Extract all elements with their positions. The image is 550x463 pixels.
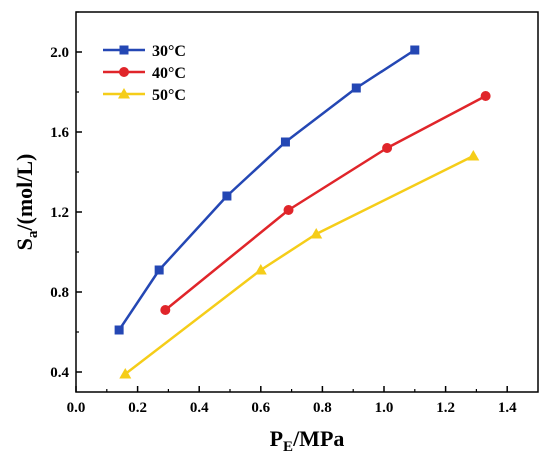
series-2 bbox=[160, 91, 491, 315]
x-axis-title-sub: E bbox=[283, 439, 293, 455]
legend-marker bbox=[119, 45, 129, 55]
data-point bbox=[222, 191, 232, 201]
x-axis-title-main: P bbox=[270, 426, 283, 451]
legend: 30°C 40°C 50°C bbox=[103, 43, 186, 104]
plot-frame bbox=[75, 11, 539, 393]
data-point bbox=[254, 264, 267, 275]
y-axis-title: Sa/(mol/L) bbox=[12, 154, 41, 251]
data-point bbox=[310, 228, 323, 239]
x-tick-label: 0.0 bbox=[67, 400, 86, 416]
y-axis-title-sub: a bbox=[25, 230, 41, 238]
y-tick-label: 2.0 bbox=[50, 45, 69, 61]
data-point bbox=[283, 205, 294, 215]
data-point bbox=[382, 143, 393, 153]
y-axis-title-rest: /(mol/L) bbox=[12, 154, 37, 232]
legend-marker bbox=[118, 88, 130, 99]
y-tick-label: 0.8 bbox=[50, 285, 69, 301]
y-axis-title-main: S bbox=[12, 238, 37, 250]
legend-label: 50°C bbox=[152, 87, 186, 104]
x-tick-label: 1.4 bbox=[498, 400, 517, 416]
x-tick-label: 0.6 bbox=[251, 400, 270, 416]
series-1 bbox=[114, 45, 420, 335]
data-point bbox=[119, 368, 132, 379]
data-point bbox=[154, 265, 164, 275]
x-tick-label: 0.2 bbox=[128, 400, 147, 416]
data-point bbox=[467, 150, 480, 161]
series-line bbox=[124, 154, 474, 375]
x-tick-label: 0.4 bbox=[190, 400, 209, 416]
data-point bbox=[160, 305, 171, 315]
legend-item: 50°C bbox=[103, 87, 186, 104]
legend-item: 30°C bbox=[103, 43, 186, 60]
x-tick-label: 0.8 bbox=[313, 400, 332, 416]
series-layer bbox=[114, 45, 491, 379]
x-tick-label: 1.0 bbox=[375, 400, 394, 416]
data-point bbox=[410, 45, 420, 55]
legend-marker bbox=[119, 67, 129, 77]
series-line bbox=[118, 48, 416, 331]
x-tick-label: 1.2 bbox=[436, 400, 455, 416]
series-line bbox=[164, 94, 487, 311]
x-axis-title-rest: /MPa bbox=[292, 426, 344, 451]
x-axis-title: PE/MPa bbox=[270, 426, 345, 455]
y-tick-label: 0.4 bbox=[50, 365, 69, 381]
legend-label: 30°C bbox=[152, 43, 186, 60]
data-point bbox=[480, 91, 491, 101]
data-point bbox=[351, 83, 361, 93]
series-3 bbox=[119, 150, 480, 379]
data-point bbox=[114, 325, 124, 335]
legend-item: 40°C bbox=[103, 65, 186, 82]
legend-label: 40°C bbox=[152, 65, 186, 82]
y-tick-label: 1.2 bbox=[50, 205, 69, 221]
axis-ticks: 0.0 0.2 0.4 0.6 0.8 1.0 1.2 1.4 0.4 0.8 1.2 1.6 2.0 bbox=[50, 11, 517, 416]
y-tick-label: 1.6 bbox=[50, 125, 69, 141]
data-point bbox=[280, 137, 290, 147]
